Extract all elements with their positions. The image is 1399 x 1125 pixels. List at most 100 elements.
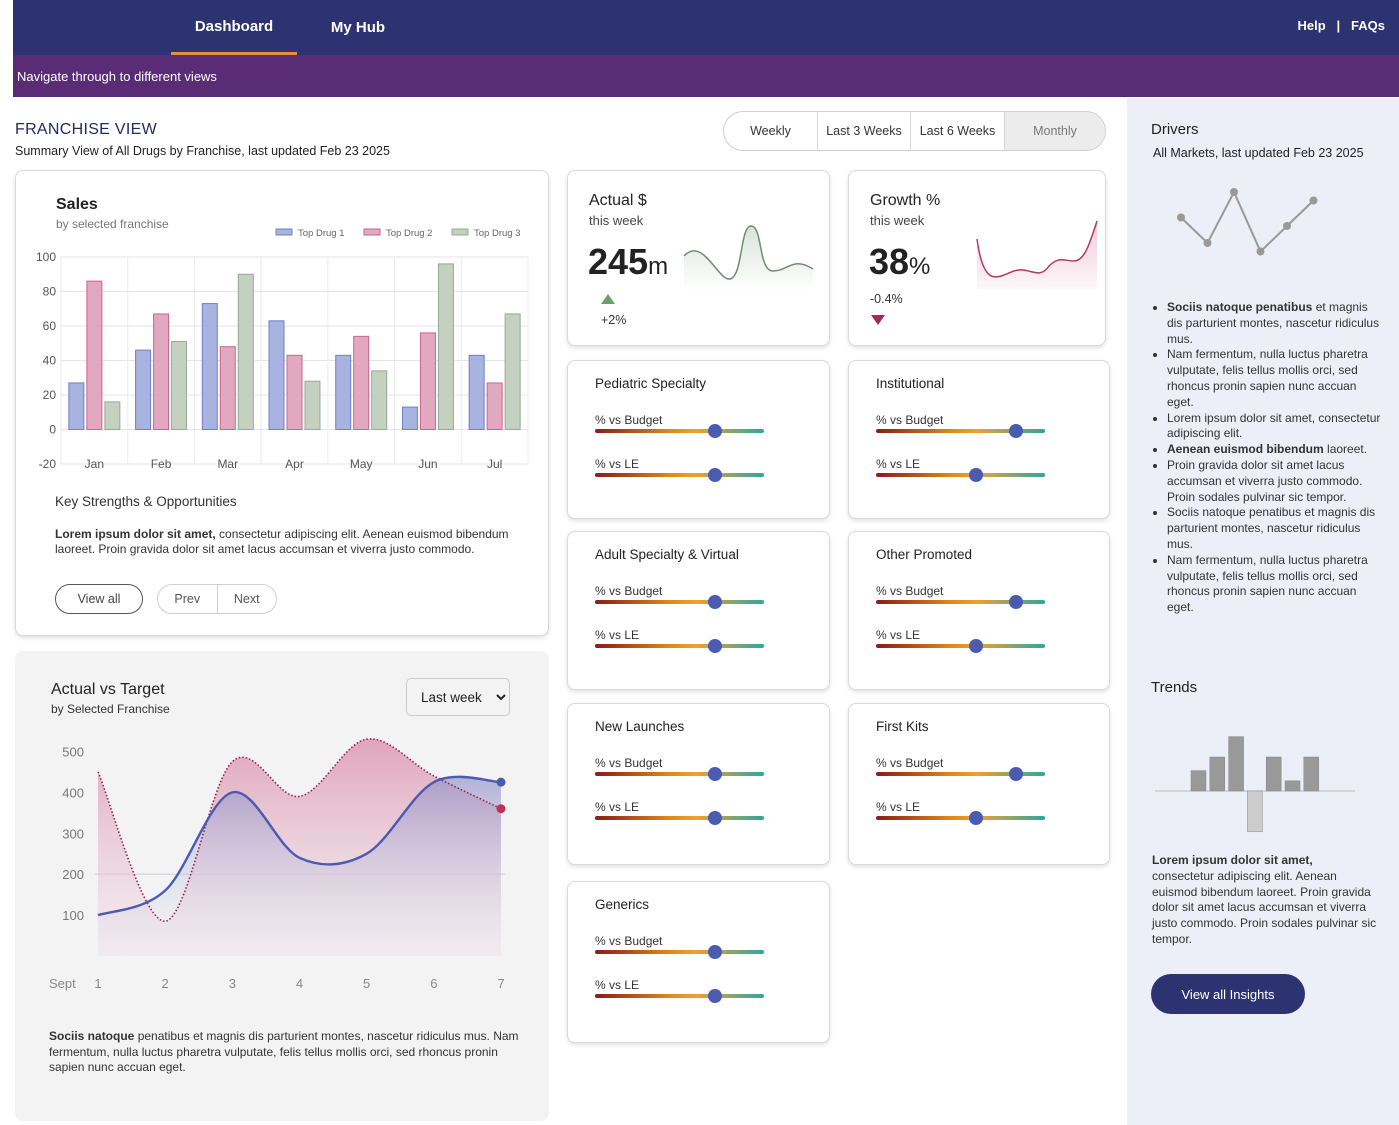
budget-label: % vs Budget [595, 584, 663, 598]
growth-kpi-unit: % [909, 253, 931, 280]
period-monthly[interactable]: Monthly [1005, 112, 1105, 150]
drivers-point [1230, 188, 1238, 196]
segment-card-adult-specialty-virtual: Adult Specialty & Virtual % vs Budget % vs… [567, 531, 830, 690]
budget-slider-handle[interactable] [707, 595, 722, 609]
y-tick-label: 400 [62, 785, 84, 800]
period-select[interactable]: Last week [406, 678, 510, 716]
tab-my-hub[interactable]: My Hub [330, 19, 386, 36]
le-slider-handle[interactable] [707, 639, 722, 653]
driver-bullet: Nam fermentum, nulla luctus pharetra vul… [1167, 553, 1382, 616]
faqs-link[interactable]: FAQs [1351, 18, 1385, 33]
budget-slider-handle[interactable] [1009, 767, 1024, 781]
pager: Prev Next [157, 584, 277, 614]
bar-may-3 [371, 370, 388, 431]
bar-may-2 [353, 335, 370, 431]
view-all-button[interactable]: View all [55, 584, 143, 614]
x-tick-label: Jan [85, 457, 104, 471]
actual-kpi-unit: m [648, 253, 669, 280]
x-tick-label: 7 [497, 976, 504, 991]
legend-label: Top Drug 1 [298, 228, 344, 239]
bar-mar-3 [237, 273, 254, 430]
trends-bold: Lorem ipsum dolor sit amet, [1152, 853, 1313, 867]
y-tick-label: 40 [43, 354, 57, 368]
le-label: % vs LE [876, 628, 921, 642]
growth-kpi-card: Growth % this week 38% -0.4% [848, 170, 1106, 346]
actual-kpi-delta: +2% [601, 313, 627, 327]
segment-title: Adult Specialty & Virtual [595, 547, 739, 562]
segment-card-pediatric-specialty: Pediatric Specialty % vs Budget % vs LE [567, 360, 830, 519]
x-tick-label: 6 [430, 976, 437, 991]
ks-bold: Lorem ipsum dolor sit amet, [55, 527, 216, 541]
bar-jul-2 [486, 382, 503, 431]
bar-mar-1 [201, 303, 218, 430]
segment-card-institutional: Institutional % vs Budget % vs LE [848, 360, 1110, 519]
budget-slider-handle[interactable] [707, 767, 722, 781]
trend-bar [1284, 780, 1301, 792]
segment-title: Generics [595, 897, 650, 912]
drivers-point [1256, 247, 1265, 256]
drivers-point [1309, 196, 1318, 205]
driver-bullet-text: laoreet. [1323, 442, 1368, 457]
budget-slider-handle[interactable] [707, 945, 722, 959]
segment-title: Other Promoted [876, 547, 973, 562]
driver-bullet: Proin gravida dolor sit amet lacus accum… [1167, 458, 1382, 505]
x-tick-label: May [350, 457, 373, 471]
x-tick-label: 5 [363, 976, 370, 991]
le-slider-track [595, 989, 764, 1003]
trends-text: Lorem ipsum dolor sit amet, consectetur … [1152, 853, 1377, 948]
x-tick-label: 4 [296, 976, 303, 991]
bar-mar-2 [219, 346, 236, 430]
tab-dashboard[interactable]: Dashboard [171, 0, 297, 55]
drivers-subtitle: All Markets, last updated Feb 23 2025 [1153, 146, 1364, 160]
growth-kpi-value: 38% [869, 241, 930, 283]
le-slider-handle[interactable] [707, 811, 722, 825]
actual-kpi-sparkline [601, 225, 814, 304]
help-link[interactable]: Help [1297, 18, 1326, 33]
actual-kpi-value: 245m [588, 241, 668, 283]
period-weekly[interactable]: Weekly [724, 112, 818, 150]
sub-banner: Navigate through to different views [13, 55, 1399, 97]
drivers-point [1177, 213, 1185, 222]
segment-card-generics: Generics % vs Budget % vs LE [567, 881, 830, 1043]
avt-title: Actual vs Target [51, 681, 165, 698]
bar-apr-3 [304, 380, 321, 430]
sales-bar-chart: 100 80 60 40 20 0 -20 Jan Feb Mar Apr May Jun Jul Top … [36, 228, 529, 471]
le-slider-handle[interactable] [707, 989, 722, 1003]
y-tick-label: 100 [36, 250, 56, 264]
actual-vs-target-card: Actual vs Target by Selected Franchise L… [15, 651, 549, 1121]
driver-bullet: Sociis natoque penatibus et magnis dis p… [1167, 505, 1382, 552]
view-all-insights-button[interactable]: View all Insights [1151, 974, 1305, 1014]
y-tick-label: 300 [62, 826, 84, 841]
bar-jun-1 [401, 406, 418, 430]
trends-bar-chart [1155, 736, 1355, 833]
period-last-6-weeks[interactable]: Last 6 Weeks [911, 112, 1005, 150]
le-slider-handle[interactable] [968, 639, 983, 653]
driver-bullet-text: Proin gravida dolor sit amet lacus accum… [1167, 457, 1363, 504]
sales-card: Sales by selected franchise 100 80 60 40 20 0… [15, 170, 549, 636]
next-button[interactable]: Next [233, 592, 260, 606]
y-tick-label: -20 [39, 457, 57, 471]
budget-slider-handle[interactable] [707, 424, 722, 438]
x-tick-label: Apr [285, 457, 304, 471]
budget-label: % vs Budget [595, 934, 663, 948]
drivers-line-chart [1177, 188, 1318, 256]
actual-kpi-card: Actual $ this week 245m +2% [567, 170, 830, 346]
le-slider-handle[interactable] [968, 811, 983, 825]
actual-kpi-number: 245 [588, 241, 649, 282]
help-links: Help | FAQs [1298, 18, 1385, 33]
trend-bar [1209, 756, 1226, 792]
le-slider-handle[interactable] [707, 468, 722, 482]
sales-title: Sales [56, 196, 98, 213]
driver-bullet-text: Lorem ipsum dolor sit amet, consectetur … [1167, 410, 1381, 441]
le-label: % vs LE [595, 628, 640, 642]
period-last-3-weeks[interactable]: Last 3 Weeks [818, 112, 911, 150]
driver-bullet-bold: Aenean euismod bibendum [1167, 442, 1324, 457]
budget-slider-handle[interactable] [1009, 424, 1024, 438]
budget-slider-handle[interactable] [1009, 595, 1024, 609]
x-tick-label: 2 [162, 976, 169, 991]
bar-jan-2 [86, 280, 103, 431]
le-slider-track [595, 468, 764, 482]
prev-button[interactable]: Prev [158, 585, 218, 613]
le-slider-handle[interactable] [968, 468, 983, 482]
budget-slider-track [595, 595, 764, 609]
